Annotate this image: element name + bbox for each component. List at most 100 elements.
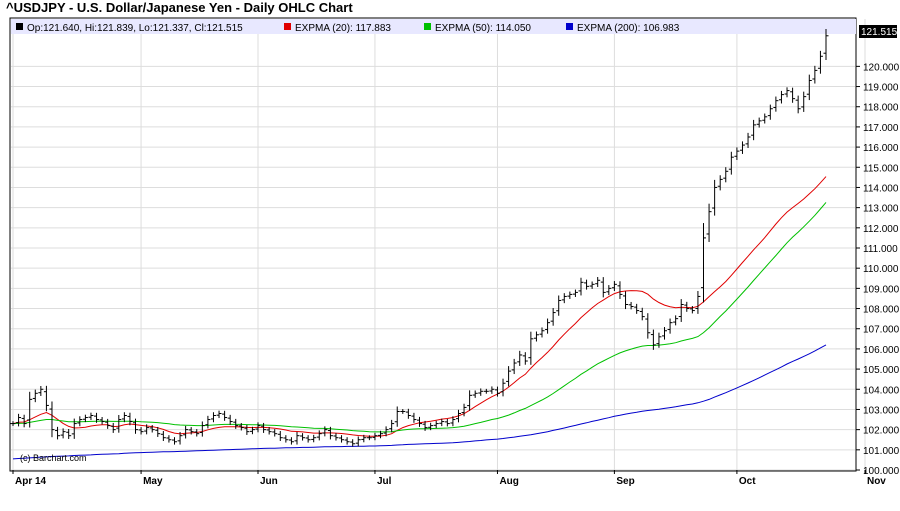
ohlc-bar [533, 331, 539, 342]
ohlc-bar [255, 422, 261, 433]
ema20-line [12, 176, 827, 437]
ohlc-bar [539, 327, 545, 338]
y-tick-label: 112.000 [863, 224, 899, 235]
ohlc-legend-marker [16, 23, 23, 30]
ohlc-bar [316, 430, 322, 441]
ohlc-bar [21, 414, 27, 428]
ohlc-bar [801, 91, 807, 112]
ohlc-bar [116, 414, 122, 433]
ohlc-bar [389, 419, 395, 433]
ohlc-bar [300, 433, 306, 441]
ohlc-bar [817, 50, 823, 74]
ohlc-bar [60, 428, 66, 439]
ohlc-bar [82, 414, 88, 423]
y-tick-label: 111.000 [863, 244, 898, 255]
ohlc-bar [288, 437, 294, 445]
x-tick-label: Apr 14 [15, 476, 47, 487]
ohlc-bar [43, 385, 49, 412]
ohlc-bar [606, 285, 612, 296]
ohlc-bar [350, 439, 356, 447]
grid-lines [11, 19, 866, 471]
ema50-line [12, 202, 827, 433]
ohlc-bar [595, 277, 601, 288]
ohlc-bar [461, 403, 467, 417]
last-price-label: 121.515 [861, 27, 898, 38]
plot-frame [9, 17, 857, 472]
ohlc-bar [333, 433, 339, 441]
y-tick-label: 114.000 [863, 183, 899, 194]
ohlc-bar [49, 401, 55, 438]
ohlc-bar [778, 90, 784, 104]
y-tick-label: 103.000 [863, 405, 900, 416]
ema20-legend-text: EXPMA (20): 117.883 [295, 23, 391, 34]
ohlc-bar [171, 437, 177, 445]
y-tick-label: 118.000 [863, 103, 899, 114]
ohlc-bar [105, 418, 111, 429]
ohlc-bar [227, 414, 233, 425]
ohlc-bar [572, 289, 578, 297]
ema200-legend-marker [566, 23, 573, 30]
ohlc-bar [77, 416, 83, 427]
ema200-legend-text: EXPMA (200): 106.983 [577, 23, 680, 34]
ohlc-bar [155, 426, 161, 437]
ohlc-bar [149, 425, 155, 433]
ohlc-bar [467, 390, 473, 411]
ohlc-bar [506, 366, 512, 387]
x-tick-label: Jul [377, 476, 392, 487]
ohlc-bar [121, 412, 127, 423]
y-tick-label: 113.000 [863, 204, 899, 215]
ohlc-bar [600, 277, 606, 298]
ohlc-bar [584, 279, 590, 290]
ohlc-bar [138, 427, 144, 435]
ohlc-bar [327, 426, 333, 440]
ohlc-bar [27, 391, 33, 428]
ohlc-bar [261, 422, 267, 433]
ohlc-bar [578, 277, 584, 296]
y-tick-label: 108.000 [863, 305, 900, 316]
ohlc-bar [662, 327, 668, 340]
x-tick-label: Oct [739, 476, 756, 487]
ohlc-bar [773, 96, 779, 112]
ohlc-bar [762, 113, 768, 124]
ohlc-bar [455, 409, 461, 423]
ohlc-bar [823, 29, 829, 60]
ohlc-bar [71, 418, 77, 439]
y-tick-label: 104.000 [863, 385, 900, 396]
ohlc-bar [689, 305, 695, 314]
y-tick-label: 105.000 [863, 365, 900, 376]
ohlc-bar [739, 141, 745, 154]
ohlc-bar [405, 408, 411, 419]
ema50-legend-text: EXPMA (50): 114.050 [435, 23, 531, 34]
ohlc-bar [706, 203, 712, 242]
ema200-line [12, 344, 827, 460]
ohlc-bar [439, 418, 445, 427]
ohlc-bar [695, 291, 701, 314]
ohlc-bar [611, 281, 617, 292]
ohlc-bar [450, 416, 456, 427]
ohlc-bar [194, 429, 200, 437]
ohlc-bar [238, 423, 244, 431]
ohlc-bar [623, 291, 629, 310]
ohlc-bar [767, 104, 773, 120]
ohlc-bar [144, 424, 150, 435]
ohlc-bar [522, 352, 528, 365]
ohlc-bar [417, 416, 422, 427]
ohlc-bar [110, 422, 116, 433]
ohlc-bar [650, 329, 656, 350]
ohlc-bar [272, 429, 278, 437]
ohlc-bar [784, 87, 790, 98]
ohlc-bar [500, 378, 506, 397]
ohlc-bar [556, 295, 562, 316]
ohlc-bar [205, 415, 211, 429]
ohlc-bar [700, 223, 706, 303]
ohlc-bar [517, 350, 523, 366]
ohlc-bar [127, 412, 133, 426]
ema50-legend-marker [424, 23, 431, 30]
ohlc-bar [222, 410, 228, 421]
y-tick-label: 119.000 [863, 83, 899, 94]
ohlc-bar [305, 435, 311, 443]
ohlc-bar [734, 147, 740, 160]
x-tick-label: Sep [616, 476, 634, 487]
ohlc-bar [344, 437, 350, 445]
ohlc-bar [177, 431, 183, 445]
